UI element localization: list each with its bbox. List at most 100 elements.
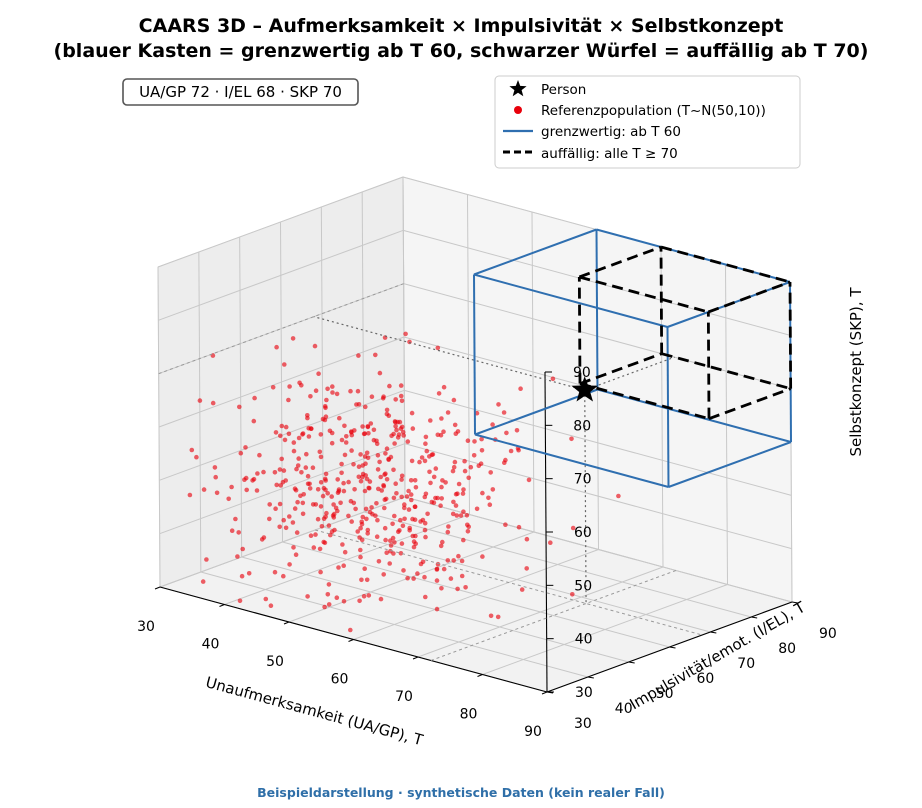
population-point [434, 578, 440, 583]
legend-label-borderline: grenzwertig: ab T 60 [541, 124, 681, 140]
population-point [364, 577, 370, 583]
population-point [363, 404, 368, 410]
population-point [451, 464, 457, 470]
population-point [452, 422, 458, 428]
population-point [413, 485, 419, 490]
borderline-box-edge [595, 229, 599, 390]
population-point [360, 463, 366, 468]
population-point [424, 448, 430, 454]
population-point [381, 394, 386, 400]
population-point [428, 480, 433, 486]
population-point [392, 513, 397, 519]
y-tick-label: 50 [656, 686, 674, 702]
population-point [239, 573, 245, 579]
population-point [379, 488, 385, 493]
population-point [516, 447, 521, 453]
population-point [408, 478, 414, 483]
population-point [236, 530, 241, 535]
clinical-box-edge [788, 281, 793, 389]
grid-line [157, 176, 404, 268]
population-point [334, 391, 340, 397]
population-point [451, 558, 457, 563]
population-point [341, 488, 347, 494]
guide-line [584, 356, 675, 391]
y-tick [751, 616, 758, 619]
population-point [391, 495, 397, 501]
population-point [364, 516, 369, 522]
x-tick-label: 60 [331, 672, 349, 688]
y-tick-label: 90 [819, 626, 837, 642]
population-point [259, 537, 265, 542]
population-point [296, 456, 302, 461]
population-point [455, 586, 460, 592]
guide-line [315, 529, 703, 636]
population-point [299, 383, 304, 388]
population-point [278, 483, 284, 488]
population-point [303, 465, 309, 470]
population-point [318, 454, 324, 460]
population-point [453, 503, 459, 508]
population-point [313, 532, 318, 537]
population-point [393, 424, 398, 429]
population-point [387, 383, 392, 389]
population-point [479, 436, 484, 442]
population-point [452, 459, 458, 465]
population-point [398, 517, 403, 523]
population-point [251, 418, 257, 424]
population-point [374, 438, 379, 444]
population-point [290, 336, 296, 341]
population-point [187, 492, 193, 498]
population-point [393, 397, 399, 402]
population-point [326, 523, 332, 528]
population-point [413, 541, 419, 546]
population-point [327, 428, 333, 434]
z-tick-label: 30 [575, 685, 593, 701]
population-point [415, 571, 420, 576]
population-point [451, 499, 456, 505]
population-point [204, 557, 209, 562]
population-point [346, 479, 351, 485]
population-point [336, 489, 342, 494]
population-point [490, 422, 495, 427]
population-point [360, 424, 365, 429]
x-tick [541, 691, 548, 695]
population-point [382, 525, 388, 531]
population-point [283, 525, 289, 531]
population-point [435, 432, 441, 438]
population-point [318, 569, 323, 575]
population-point [365, 424, 371, 429]
population-point [366, 431, 371, 436]
population-point [320, 416, 326, 422]
population-point [305, 473, 311, 479]
population-point [409, 497, 414, 503]
z-tick-label: 60 [574, 525, 592, 541]
population-point [392, 441, 397, 446]
population-point [200, 579, 206, 584]
population-point [337, 415, 342, 421]
population-point [409, 458, 415, 464]
population-point [408, 492, 414, 497]
population-point [326, 582, 332, 587]
clinical-box-edge [579, 352, 663, 385]
population-point [373, 352, 378, 358]
grid-line [364, 511, 752, 618]
population-point [423, 434, 429, 440]
clinical-box-edge [706, 311, 711, 419]
population-point [397, 528, 402, 533]
population-point [355, 529, 361, 534]
population-point [282, 362, 287, 367]
population-point [390, 521, 395, 527]
population-point [438, 503, 443, 509]
population-point [268, 603, 274, 608]
population-point [616, 493, 621, 499]
population-point [272, 470, 278, 475]
population-point [315, 487, 321, 492]
guide-line [158, 283, 404, 375]
population-point [341, 599, 347, 604]
z-axis-label: Selbstkonzept (SKP), T [847, 287, 865, 457]
annotation-text: UA/GP 72 · I/EL 68 · SKP 70 [139, 83, 342, 101]
borderline-box-edge [668, 441, 792, 488]
borderline-box-edge [474, 433, 669, 488]
population-point [281, 573, 286, 579]
